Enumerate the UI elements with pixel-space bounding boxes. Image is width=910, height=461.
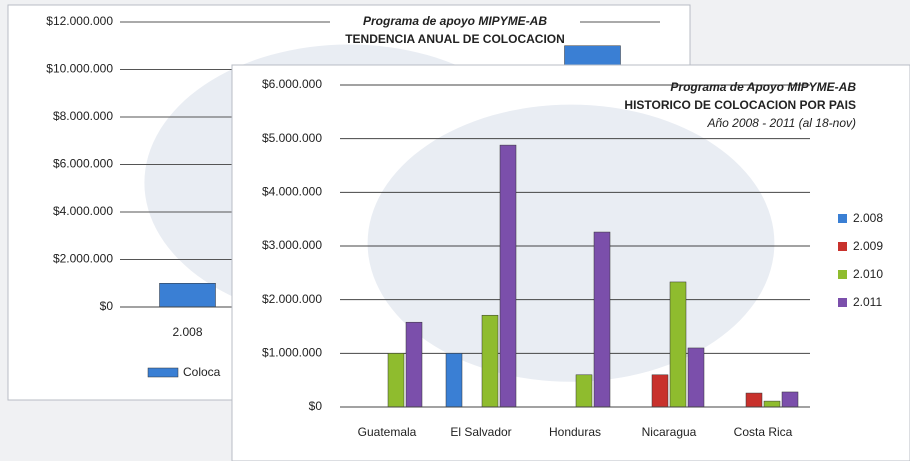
map-watermark bbox=[367, 104, 775, 382]
bar bbox=[745, 392, 763, 408]
bar bbox=[575, 374, 593, 408]
chart-subtitle: TENDENCIA ANUAL DE COLOCACION bbox=[345, 32, 565, 46]
legend-swatch bbox=[838, 214, 847, 223]
legend-label: 2.009 bbox=[853, 239, 883, 253]
bar bbox=[687, 347, 705, 408]
y-tick-label: $0 bbox=[309, 399, 323, 413]
legend-label: 2.011 bbox=[853, 295, 882, 309]
bar bbox=[781, 391, 799, 408]
legend-label: Coloca bbox=[183, 365, 221, 379]
y-tick-label: $6.000.000 bbox=[262, 77, 322, 91]
legend-label: 2.010 bbox=[853, 267, 883, 281]
bar bbox=[405, 321, 423, 408]
legend-swatch bbox=[147, 367, 179, 378]
y-tick-label: $3.000.000 bbox=[262, 238, 322, 252]
y-tick-label: $4.000.000 bbox=[53, 204, 113, 218]
y-tick-label: $0 bbox=[100, 299, 114, 313]
y-tick-label: $6.000.000 bbox=[53, 157, 113, 171]
y-tick-label: $2.000.000 bbox=[53, 252, 113, 266]
y-tick-label: $1.000.000 bbox=[262, 346, 322, 360]
bar bbox=[445, 353, 463, 408]
bar bbox=[669, 281, 687, 408]
bar bbox=[481, 314, 499, 408]
chart-title: Programa de apoyo MIPYME-AB bbox=[363, 14, 547, 28]
title-bg bbox=[330, 13, 580, 41]
y-tick-label: $12.000.000 bbox=[46, 14, 113, 28]
legend-swatch bbox=[838, 298, 847, 307]
bar bbox=[763, 400, 781, 408]
legend-swatch bbox=[838, 242, 847, 251]
bar bbox=[387, 353, 405, 408]
legend-label: 2.008 bbox=[853, 211, 883, 225]
bar bbox=[159, 283, 216, 308]
chart-title: Programa de Apoyo MIPYME-AB bbox=[670, 80, 856, 94]
x-tick-label: Costa Rica bbox=[734, 425, 793, 439]
y-tick-label: $4.000.000 bbox=[262, 185, 322, 199]
bar bbox=[593, 231, 611, 408]
chart-annotation: Año 2008 - 2011 (al 18-nov) bbox=[706, 116, 856, 130]
x-tick-label: Honduras bbox=[549, 425, 601, 439]
bar bbox=[651, 374, 669, 408]
y-tick-label: $5.000.000 bbox=[262, 131, 322, 145]
legend-swatch bbox=[838, 270, 847, 279]
x-tick-label: El Salvador bbox=[450, 425, 511, 439]
x-tick-label: Guatemala bbox=[358, 425, 417, 439]
y-tick-label: $10.000.000 bbox=[46, 62, 113, 76]
x-tick-label: 2.008 bbox=[172, 325, 202, 339]
bar bbox=[499, 144, 517, 408]
y-tick-label: $8.000.000 bbox=[53, 109, 113, 123]
x-tick-label: Nicaragua bbox=[642, 425, 697, 439]
chart-subtitle: HISTORICO DE COLOCACION POR PAIS bbox=[624, 98, 856, 112]
y-tick-label: $2.000.000 bbox=[262, 292, 322, 306]
